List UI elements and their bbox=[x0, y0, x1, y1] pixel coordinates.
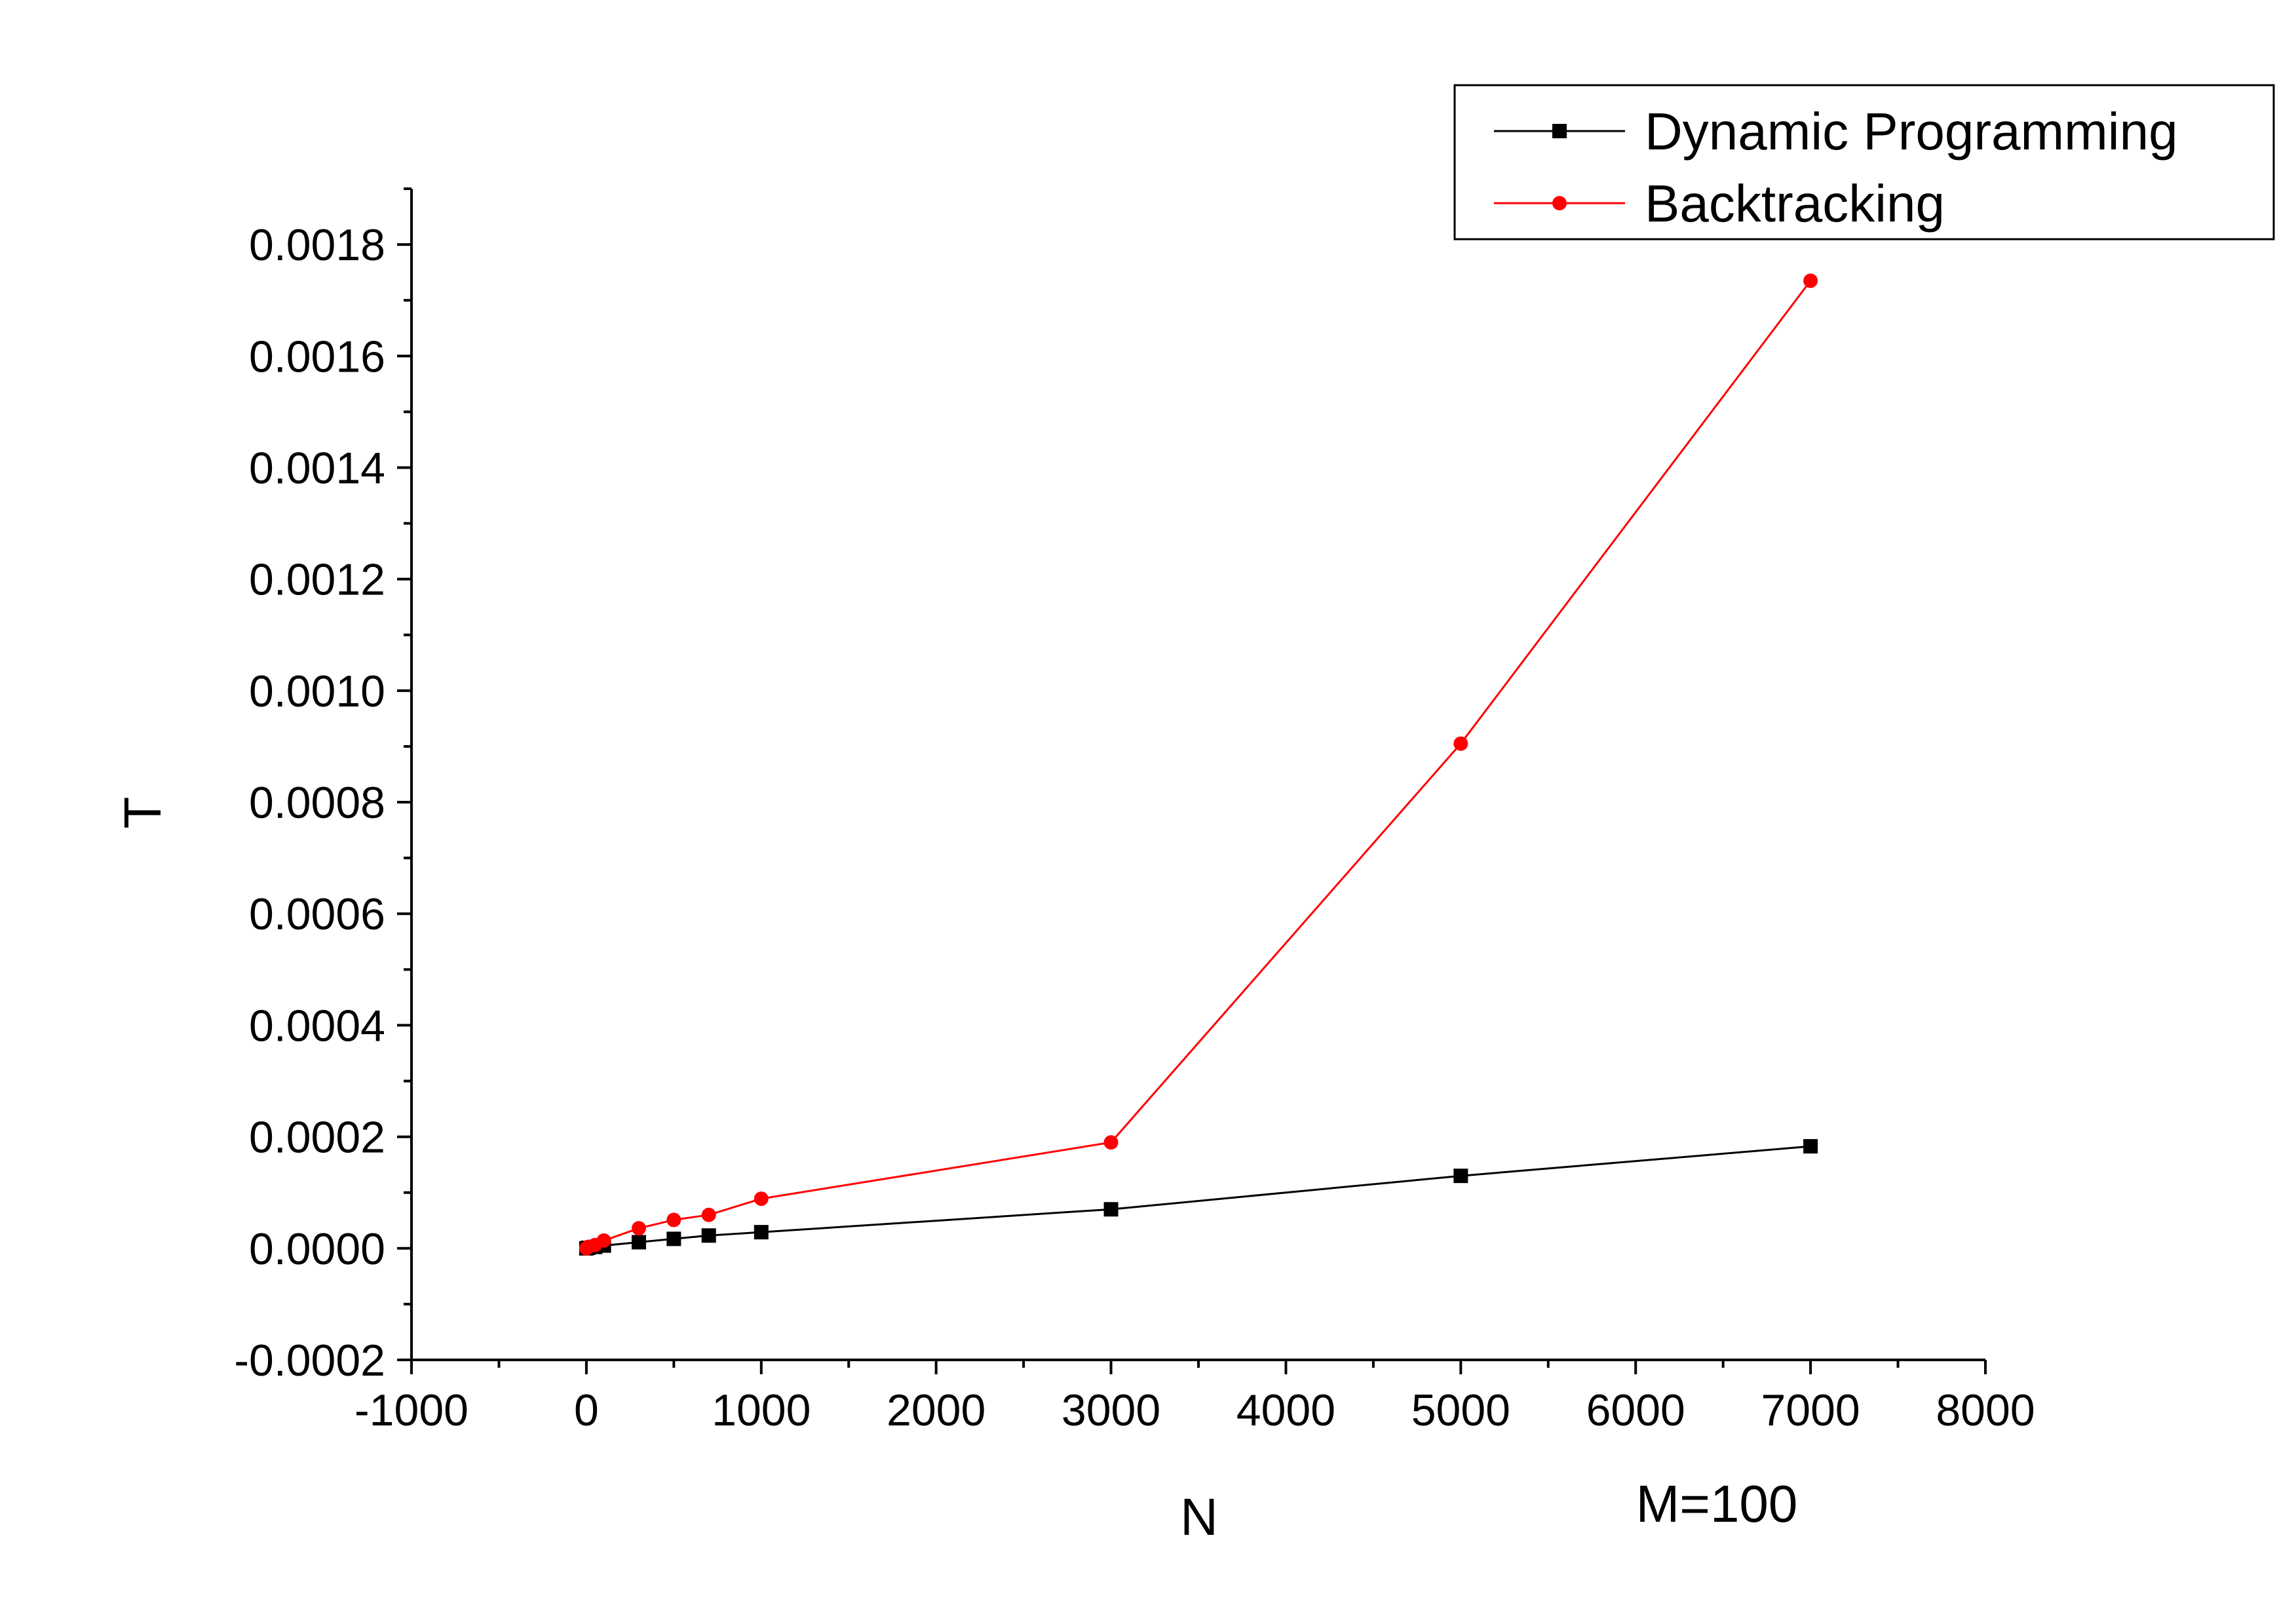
series-layer bbox=[579, 273, 1818, 1256]
data-point bbox=[701, 1228, 716, 1243]
x-tick-label: 3000 bbox=[1062, 1385, 1160, 1435]
legend-entry: Dynamic Programming bbox=[1494, 102, 2178, 161]
legend-entry: Backtracking bbox=[1494, 174, 1945, 233]
legend-box bbox=[1453, 84, 2275, 241]
data-point bbox=[631, 1235, 646, 1250]
data-point bbox=[666, 1231, 681, 1247]
x-tick-label: 7000 bbox=[1761, 1385, 1860, 1435]
y-tick-label: 0.0018 bbox=[249, 220, 385, 270]
y-tick-label: 0.0002 bbox=[249, 1113, 385, 1163]
y-tick-label: 0.0008 bbox=[249, 778, 385, 828]
data-point bbox=[631, 1221, 646, 1236]
series-backtracking bbox=[579, 273, 1818, 1256]
y-tick-label: 0.0004 bbox=[249, 1001, 385, 1051]
data-point bbox=[1453, 1169, 1468, 1184]
x-tick-label: 1000 bbox=[712, 1385, 811, 1435]
data-point bbox=[596, 1233, 611, 1248]
y-tick-label: 0.0014 bbox=[249, 443, 385, 493]
data-point bbox=[754, 1225, 769, 1240]
y-tick-label: -0.0002 bbox=[234, 1336, 385, 1385]
y-tick-label: 0.0000 bbox=[249, 1224, 385, 1274]
series-line bbox=[585, 280, 1812, 1249]
data-point bbox=[1803, 273, 1818, 288]
y-tick-label: 0.0006 bbox=[249, 889, 385, 939]
data-point bbox=[754, 1191, 769, 1207]
y-tick-label: 0.0010 bbox=[249, 667, 385, 716]
data-point bbox=[1103, 1135, 1119, 1150]
data-point bbox=[666, 1212, 681, 1228]
x-tick-label: 0 bbox=[574, 1385, 599, 1435]
data-point bbox=[1453, 736, 1468, 751]
x-tick-label: 5000 bbox=[1411, 1385, 1510, 1435]
legend-marker bbox=[1552, 124, 1567, 138]
x-axis: -1000 0 1000 2000 3000 4000 5000 6000 7000 8000 bbox=[354, 1359, 2035, 1435]
legend-label: Backtracking bbox=[1645, 174, 1945, 233]
x-tick-label: 8000 bbox=[1936, 1385, 2035, 1435]
m-annotation: M=100 bbox=[1636, 1475, 1798, 1533]
data-point bbox=[1803, 1139, 1818, 1154]
x-tick-label: 6000 bbox=[1586, 1385, 1685, 1435]
x-axis-label: N bbox=[1180, 1488, 1218, 1546]
y-tick-label: 0.0016 bbox=[249, 332, 385, 381]
data-point bbox=[1103, 1202, 1119, 1217]
legend-label: Dynamic Programming bbox=[1645, 102, 2178, 161]
y-axis-label: T bbox=[113, 797, 172, 829]
legend-marker bbox=[1552, 196, 1567, 210]
legend: Dynamic Programming Backtracking bbox=[1453, 84, 2275, 241]
data-point bbox=[701, 1207, 716, 1222]
x-tick-label: -1000 bbox=[354, 1385, 469, 1435]
x-tick-label: 2000 bbox=[887, 1385, 985, 1435]
x-tick-label: 4000 bbox=[1236, 1385, 1335, 1435]
y-tick-label: 0.0012 bbox=[249, 555, 385, 605]
y-axis: -0.0002 0.0000 0.0002 0.0004 0.0006 0.0008 0.0… bbox=[234, 187, 413, 1385]
